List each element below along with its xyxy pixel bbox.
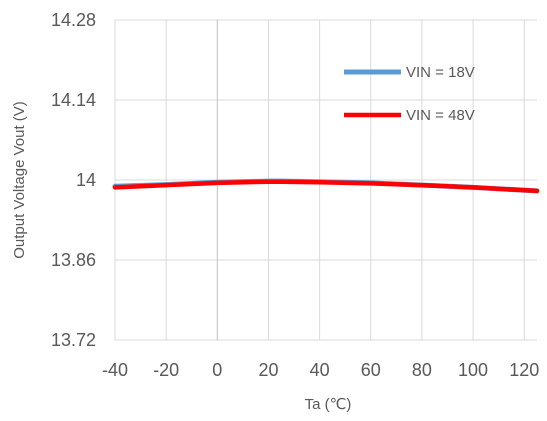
x-tick-label: 100 [458, 360, 488, 380]
series-lines [112, 178, 540, 194]
x-tick-label: 120 [509, 360, 539, 380]
y-tick-label: 14.14 [51, 90, 96, 110]
y-tick-labels: 13.72 13.86 14 14.14 14.28 [51, 10, 96, 350]
y-tick-label: 13.72 [51, 330, 96, 350]
x-axis-label: Ta (℃) [305, 396, 352, 413]
x-tick-label: 0 [212, 360, 222, 380]
legend-label-vin-18v: VIN = 18V [406, 64, 475, 81]
x-tick-label: -20 [153, 360, 179, 380]
y-tick-label: 14.28 [51, 10, 96, 30]
x-tick-label: 60 [361, 360, 381, 380]
y-axis-label: Output Voltage Vout (V) [11, 101, 28, 259]
x-tick-label: -40 [102, 360, 128, 380]
legend: VIN = 18V VIN = 48V [344, 64, 475, 124]
y-tick-label: 13.86 [51, 250, 96, 270]
y-tick-label: 14 [76, 170, 96, 190]
x-tick-label: 80 [412, 360, 432, 380]
x-tick-label: 40 [310, 360, 330, 380]
legend-label-vin-48v: VIN = 48V [406, 107, 475, 124]
x-tick-labels: -40 -20 0 20 40 60 80 100 120 [102, 360, 539, 380]
series-line-vin-48v [112, 179, 540, 194]
x-tick-label: 20 [258, 360, 278, 380]
